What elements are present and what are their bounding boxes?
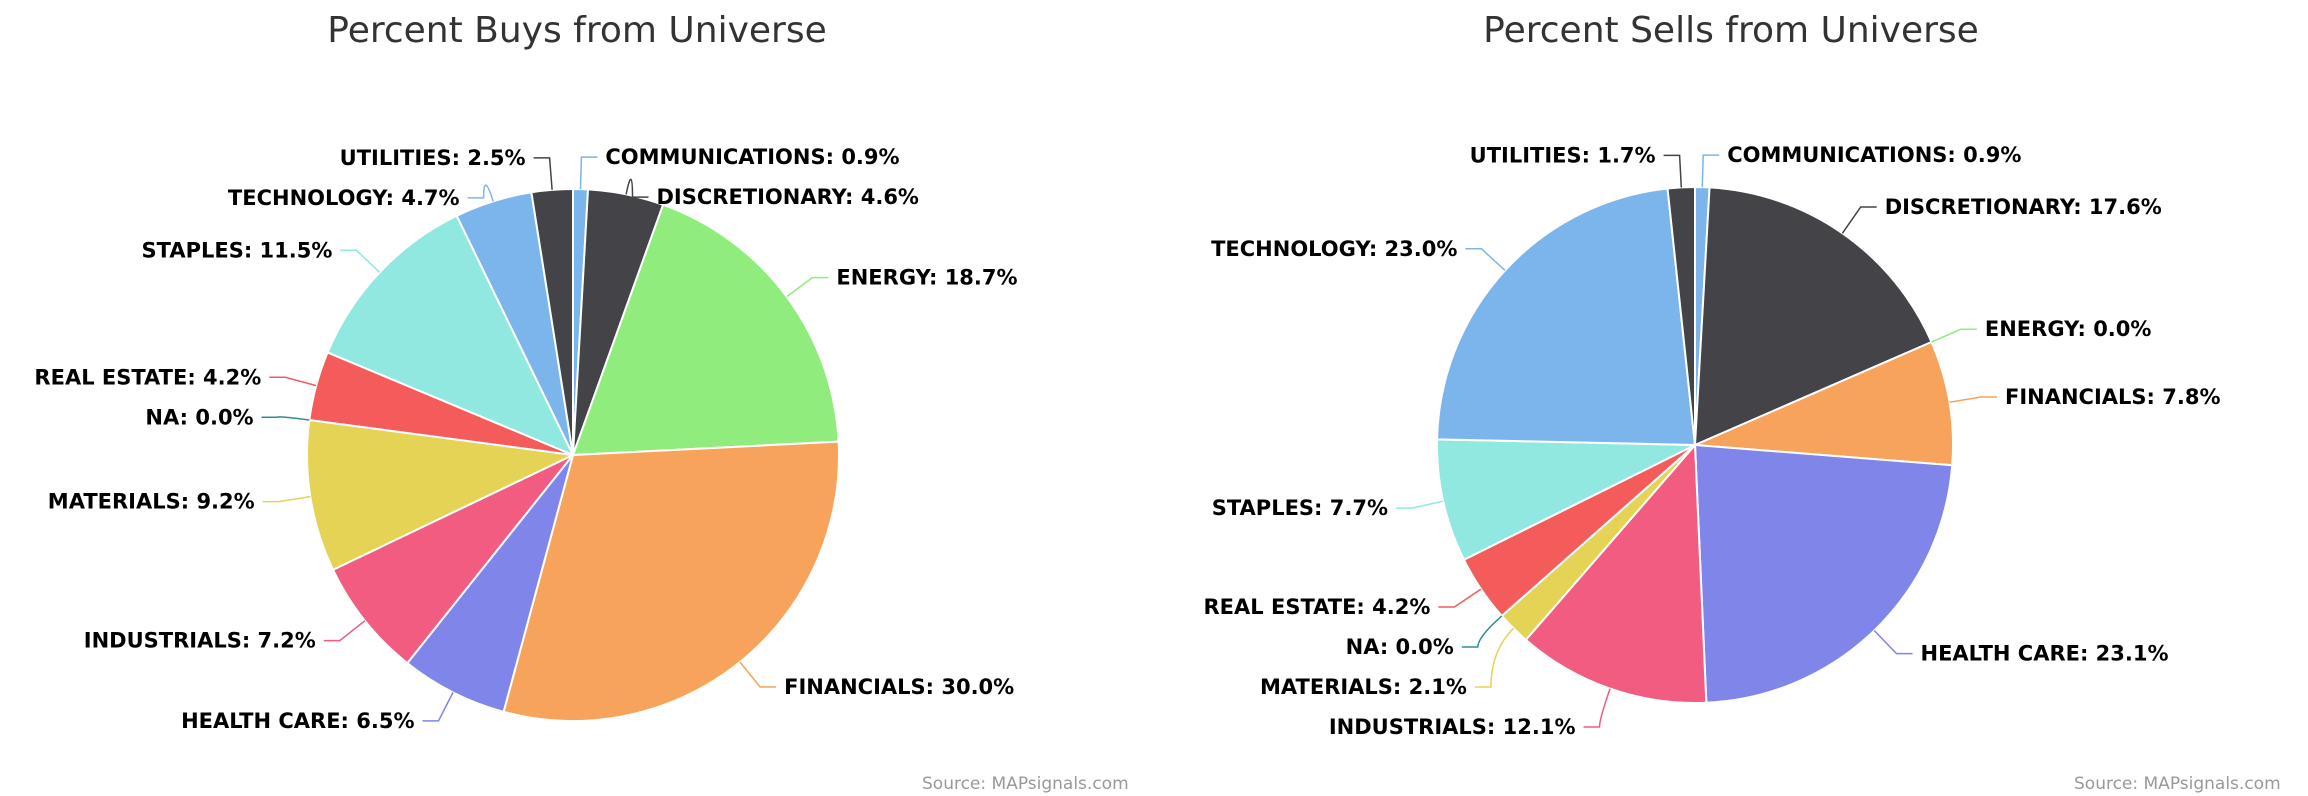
buys-label-materials: MATERIALS: 9.2%: [48, 490, 255, 514]
sells-label-health-care: HEALTH CARE: 23.1%: [1921, 642, 2169, 666]
sells-connector-discretionary: [1841, 206, 1877, 234]
buys-connector-financials: [739, 661, 777, 688]
sells-chart-title: Percent Sells from Universe: [1483, 10, 1979, 51]
sells-chart-panel: Percent Sells from Universe COMMUNICATIO…: [1154, 0, 2308, 796]
buys-connector-industrials: [323, 620, 366, 642]
sells-label-utilities: UTILITIES: 1.7%: [1470, 143, 1656, 167]
sells-connector-na: [1461, 615, 1503, 648]
buys-label-real-estate: REAL ESTATE: 4.2%: [34, 365, 261, 389]
sells-label-discretionary: DISCRETIONARY: 17.6%: [1885, 195, 2162, 219]
sells-connector-materials: [1474, 627, 1514, 688]
buys-connector-discretionary: [625, 178, 649, 198]
buys-slice-utilities[interactable]: [530, 187, 574, 456]
sells-label-real-estate: REAL ESTATE: 4.2%: [1204, 595, 1431, 619]
sells-connector-communications: [1701, 154, 1720, 188]
buys-connector-real-estate: [269, 376, 317, 387]
sells-label-industrials: INDUSTRIALS: 12.1%: [1329, 715, 1576, 739]
sells-chart-credit: Source: MAPsignals.com: [2074, 774, 2281, 794]
sells-connector-technology: [1465, 248, 1506, 271]
sells-label-staples: STAPLES: 7.7%: [1212, 496, 1388, 520]
buys-label-communications: COMMUNICATIONS: 0.9%: [605, 145, 899, 169]
buys-slice-energy[interactable]: [572, 203, 840, 456]
buys-connector-staples: [340, 249, 381, 273]
buys-label-technology: TECHNOLOGY: 4.7%: [228, 186, 460, 210]
buys-chart-title: Percent Buys from Universe: [327, 10, 827, 51]
sells-connector-health-care: [1873, 630, 1913, 655]
buys-label-discretionary: DISCRETIONARY: 4.6%: [657, 185, 919, 209]
buys-label-utilities: UTILITIES: 2.5%: [340, 146, 526, 170]
buys-slice-financials[interactable]: [502, 440, 840, 722]
buys-label-na: NA: 0.0%: [145, 405, 253, 429]
buys-label-financials: FINANCIALS: 30.0%: [784, 675, 1014, 699]
sells-slice-health-care[interactable]: [1694, 444, 1954, 704]
sells-label-materials: MATERIALS: 2.1%: [1260, 675, 1467, 699]
buys-pie-chart: COMMUNICATIONS: 0.9% DISCRETIONARY: 4.6% E…: [34, 145, 1017, 733]
sells-slice-industrials[interactable]: [1524, 444, 1708, 704]
sells-connector-real-estate: [1438, 588, 1482, 608]
buys-label-energy: ENERGY: 18.7%: [836, 266, 1017, 290]
sells-connector-staples: [1396, 500, 1444, 509]
sells-label-energy: ENERGY: 0.0%: [1985, 317, 2152, 341]
sells-connector-industrials: [1583, 688, 1611, 728]
buys-slice-staples[interactable]: [326, 214, 574, 456]
buys-connector-health-care: [422, 692, 454, 722]
sells-slice-technology[interactable]: [1436, 187, 1696, 446]
buys-connector-technology: [467, 184, 494, 202]
buys-slice-industrials[interactable]: [332, 454, 574, 665]
sells-label-financials: FINANCIALS: 7.8%: [2005, 385, 2221, 409]
buys-connector-materials: [262, 495, 311, 503]
sells-label-na: NA: 0.0%: [1346, 635, 1454, 659]
sells-connector-financials: [1949, 396, 1997, 404]
buys-chart-credit: Source: MAPsignals.com: [922, 774, 1129, 794]
buys-label-staples: STAPLES: 11.5%: [142, 238, 333, 262]
buys-label-industrials: INDUSTRIALS: 7.2%: [84, 629, 316, 653]
buys-connector-utilities: [533, 157, 553, 190]
sells-pie-chart: COMMUNICATIONS: 0.9% DISCRETIONARY: 17.6%…: [1204, 143, 2221, 739]
sells-connector-utilities: [1663, 154, 1683, 188]
buys-chart-panel: Percent Buys from Universe COMMUNICATION…: [34, 10, 1129, 794]
buys-connector-communications: [579, 156, 598, 190]
sells-label-communications: COMMUNICATIONS: 0.9%: [1727, 143, 2021, 167]
buys-label-health-care: HEALTH CARE: 6.5%: [181, 709, 414, 733]
buys-connector-na: [261, 416, 310, 421]
sells-label-technology: TECHNOLOGY: 23.0%: [1211, 237, 1457, 261]
buys-connector-energy: [786, 276, 829, 298]
sells-connector-energy: [1931, 328, 1977, 343]
